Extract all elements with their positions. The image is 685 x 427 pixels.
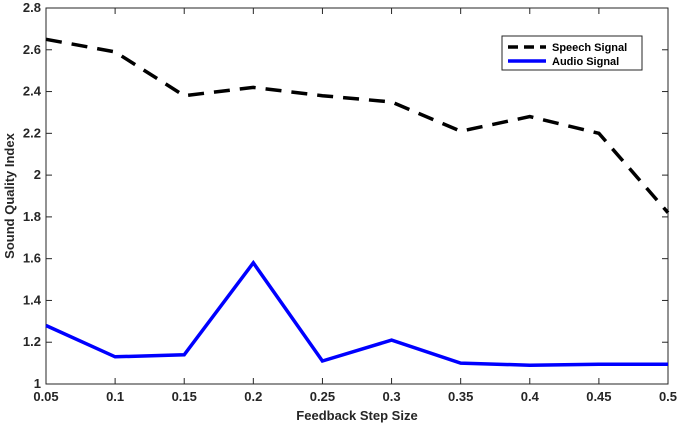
series-layer <box>45 37 670 367</box>
x-tick-label: 0.3 <box>383 389 401 404</box>
x-tick-label: 0.4 <box>521 389 540 404</box>
x-tick-label: 0.2 <box>244 389 262 404</box>
y-tick-label: 1.4 <box>23 292 42 307</box>
y-axis-ticks: 1 1.2 1.4 1.6 1.8 2 2.2 2.4 2.6 2.8 <box>23 0 668 391</box>
y-tick-label: 1.6 <box>23 251 41 266</box>
x-tick-label: 0.35 <box>448 389 473 404</box>
x-tick-label: 0.15 <box>172 389 197 404</box>
y-tick-label: 1.2 <box>23 334 41 349</box>
y-tick-label: 2.6 <box>23 42 41 57</box>
speech-signal-line <box>45 37 670 214</box>
x-tick-label: 0.25 <box>310 389 335 404</box>
x-tick-label: 0.45 <box>586 389 611 404</box>
x-tick-label: 0.1 <box>106 389 124 404</box>
x-axis-ticks: 0.05 0.1 0.15 0.2 0.25 0.3 0.35 0.4 0.45 0.5 <box>33 8 677 404</box>
audio-signal-line <box>45 259 668 367</box>
x-tick-label: 0.5 <box>659 389 677 404</box>
y-tick-label: 2.4 <box>23 84 42 99</box>
y-axis-title: Sound Quality Index <box>2 132 17 258</box>
y-tick-label: 2.2 <box>23 125 41 140</box>
legend-label-audio: Audio Signal <box>552 56 619 68</box>
legend: Speech Signal Audio Signal <box>501 35 643 71</box>
x-tick-label: 0.05 <box>33 389 58 404</box>
legend-label-speech: Speech Signal <box>552 42 627 54</box>
y-tick-label: 2.8 <box>23 0 41 15</box>
y-tick-label: 2 <box>34 167 41 182</box>
y-tick-label: 1.8 <box>23 209 41 224</box>
plot-area <box>45 7 669 385</box>
legend-box <box>501 35 643 71</box>
y-tick-label: 1 <box>34 376 41 391</box>
x-axis-title: Feedback Step Size <box>296 408 417 423</box>
